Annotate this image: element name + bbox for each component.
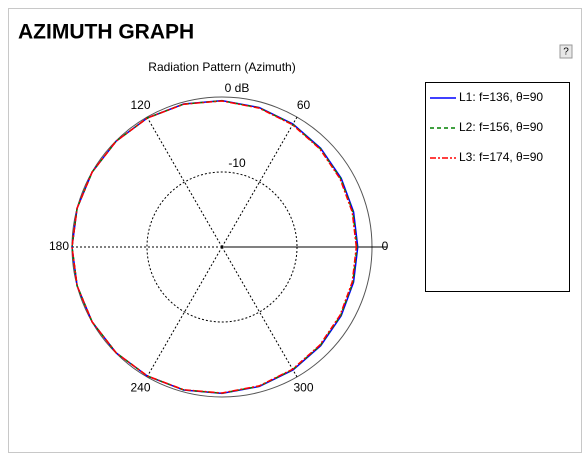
spoke [221,246,298,378]
theta-tick-label: 120 [130,98,150,112]
theta-tick-label: 180 [49,239,69,253]
legend-label: L2: f=156, θ=90 [459,120,543,134]
help-button[interactable] [559,44,573,59]
page-title: AZIMUTH GRAPH [18,21,194,44]
legend-label: L3: f=174, θ=90 [459,150,543,164]
pattern-line [71,99,358,395]
spoke [146,246,223,378]
theta-tick-label: 0 [382,239,389,253]
chart-title: Radiation Pattern (Azimuth) [148,60,295,74]
theta-tick-label: 60 [297,98,311,112]
theta-tick-label: 240 [130,380,150,394]
r-tick-label: 0 dB [225,81,250,95]
spoke [221,116,298,248]
theta-tick-label: 300 [293,380,313,394]
r-tick-label: -10 [228,156,246,170]
spoke [146,116,223,248]
pattern-line [71,100,358,394]
help-icon[interactable]: ? [563,47,569,58]
legend-box [425,82,570,292]
legend-label: L1: f=136, θ=90 [459,90,543,104]
